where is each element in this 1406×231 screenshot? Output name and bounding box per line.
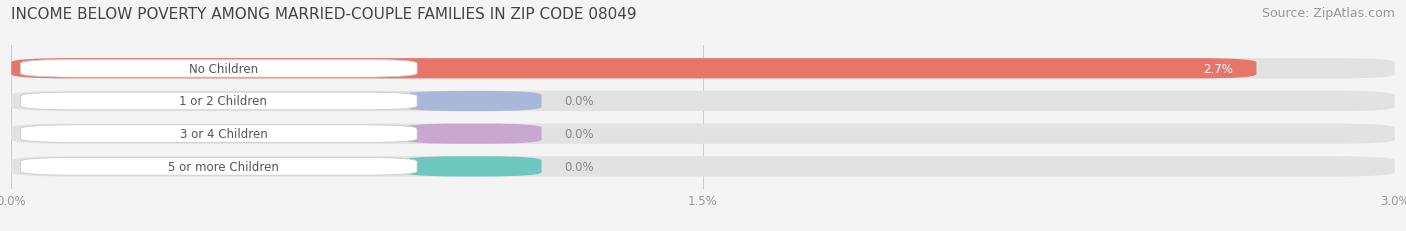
- FancyBboxPatch shape: [404, 91, 541, 112]
- FancyBboxPatch shape: [11, 124, 1395, 144]
- Text: 1 or 2 Children: 1 or 2 Children: [180, 95, 267, 108]
- Text: No Children: No Children: [188, 63, 257, 76]
- FancyBboxPatch shape: [11, 59, 1395, 79]
- Text: 5 or more Children: 5 or more Children: [167, 160, 278, 173]
- Text: Source: ZipAtlas.com: Source: ZipAtlas.com: [1261, 7, 1395, 20]
- FancyBboxPatch shape: [21, 93, 418, 110]
- Text: 3 or 4 Children: 3 or 4 Children: [180, 128, 267, 140]
- Text: INCOME BELOW POVERTY AMONG MARRIED-COUPLE FAMILIES IN ZIP CODE 08049: INCOME BELOW POVERTY AMONG MARRIED-COUPL…: [11, 7, 637, 22]
- Text: 0.0%: 0.0%: [565, 95, 595, 108]
- FancyBboxPatch shape: [21, 158, 418, 175]
- FancyBboxPatch shape: [21, 60, 418, 78]
- Text: 0.0%: 0.0%: [565, 128, 595, 140]
- FancyBboxPatch shape: [404, 157, 541, 177]
- FancyBboxPatch shape: [21, 125, 418, 143]
- Text: 0.0%: 0.0%: [565, 160, 595, 173]
- FancyBboxPatch shape: [11, 59, 1257, 79]
- FancyBboxPatch shape: [11, 91, 1395, 112]
- FancyBboxPatch shape: [11, 157, 1395, 177]
- FancyBboxPatch shape: [404, 124, 541, 144]
- Text: 2.7%: 2.7%: [1204, 63, 1233, 76]
